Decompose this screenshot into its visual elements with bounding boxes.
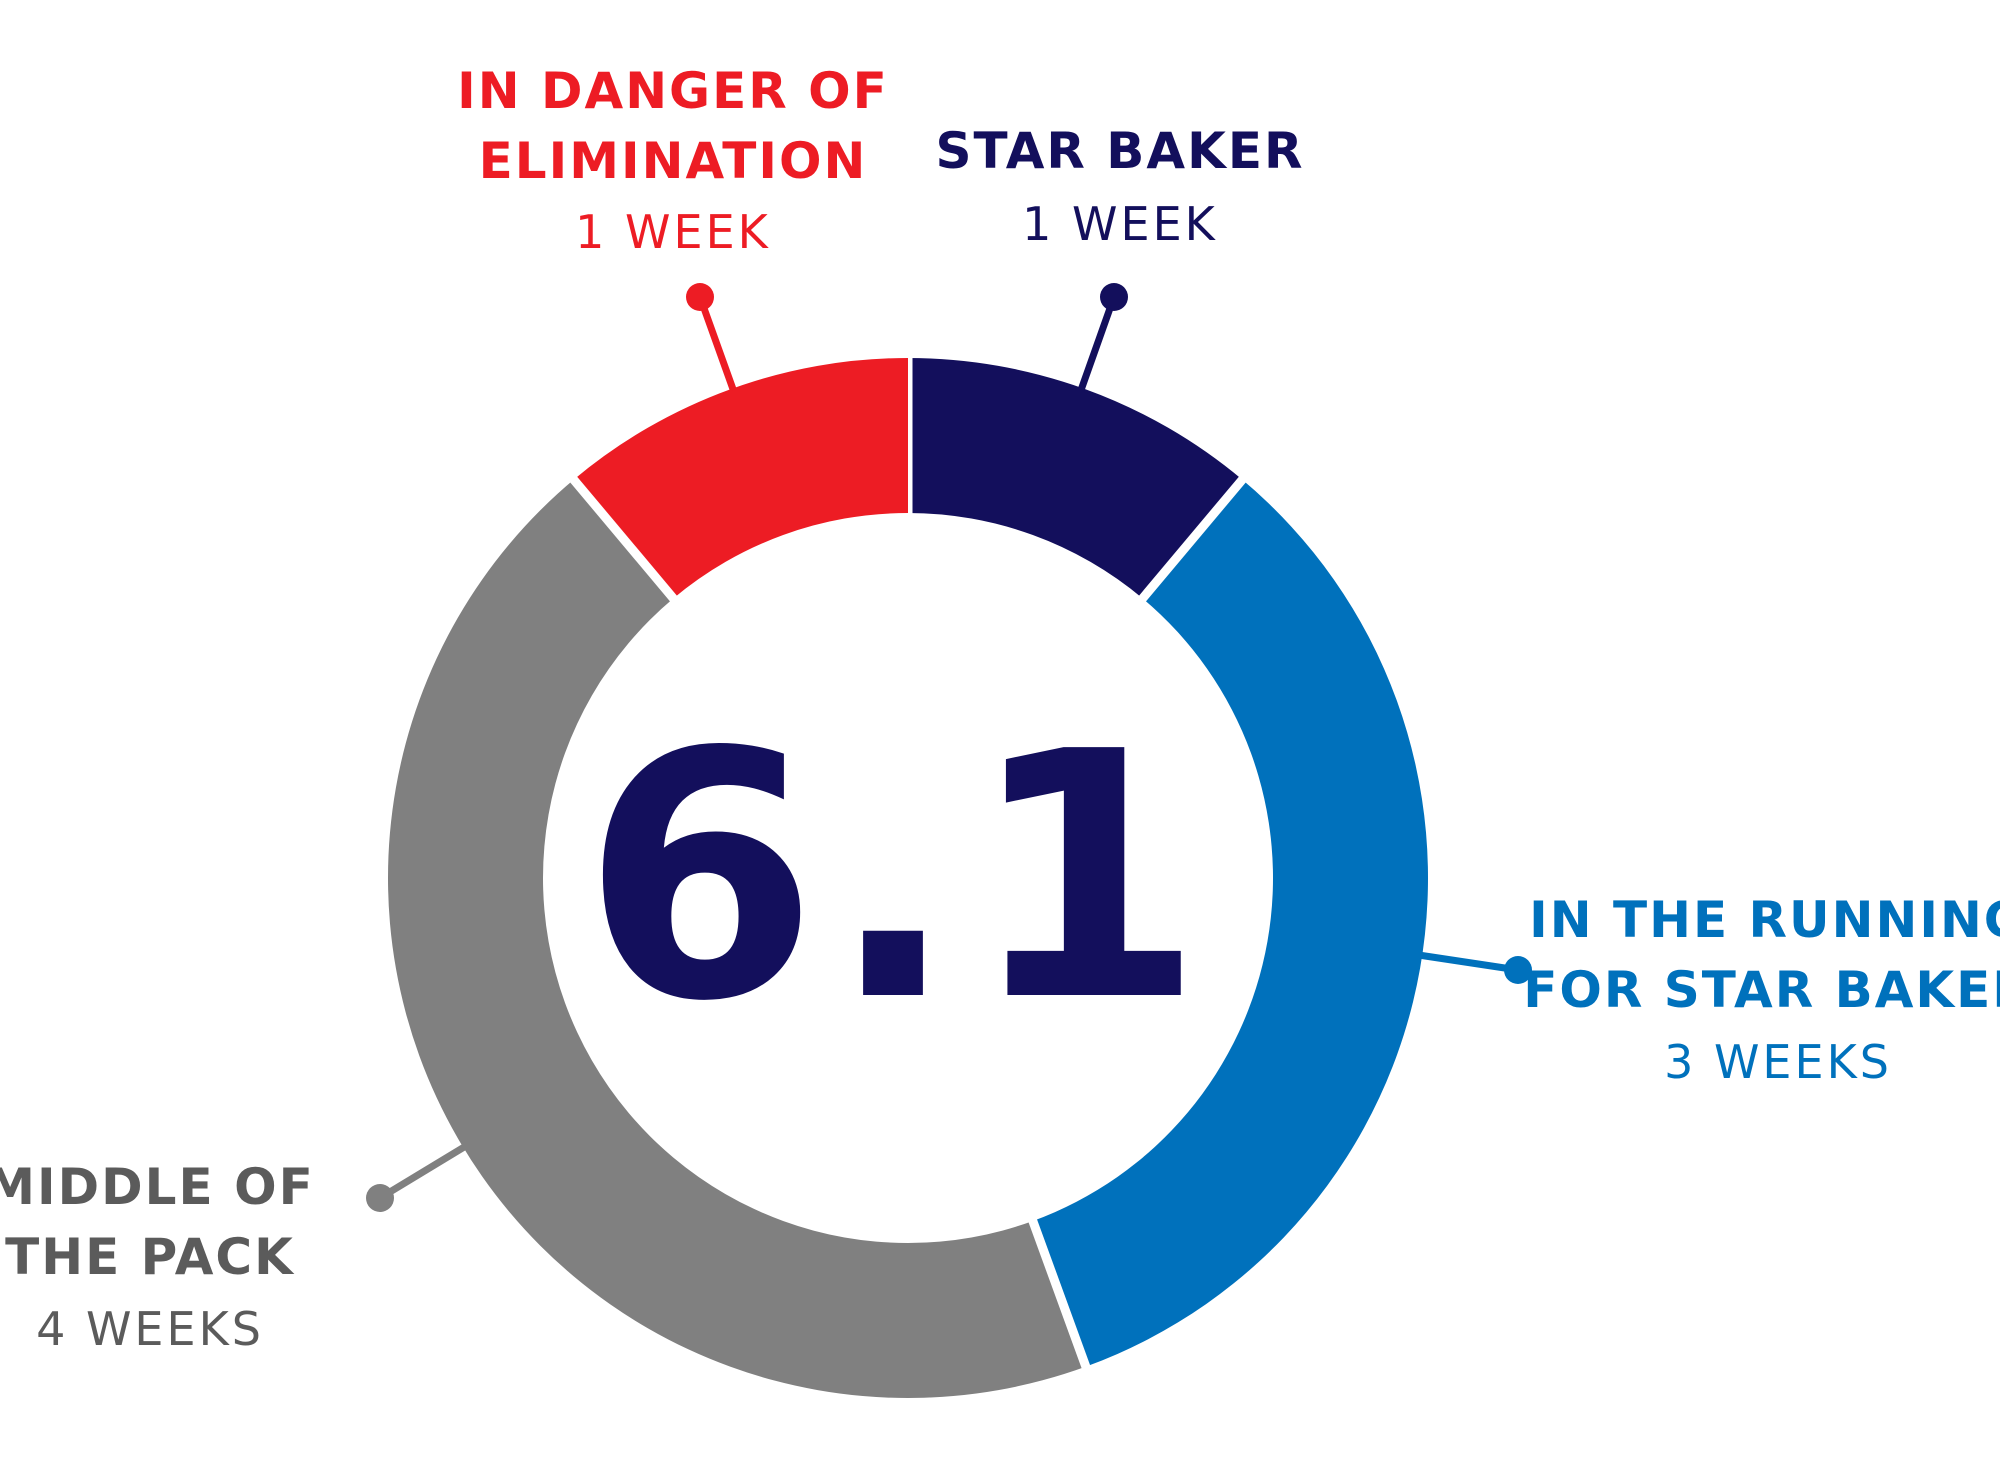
- label-star-baker-value: 1 WEEK: [1022, 197, 1218, 251]
- leader-dot-running: [1504, 956, 1532, 984]
- slice-separator: [567, 473, 680, 605]
- label-in-danger: IN DANGER OF ELIMINATION 1 WEEK: [457, 62, 889, 259]
- slice-separator: [1027, 1215, 1092, 1372]
- leader-lines: [366, 283, 1532, 1212]
- leader-middle: [378, 1143, 467, 1201]
- slice-running: [1032, 479, 1428, 1367]
- label-star-baker: STAR BAKER 1 WEEK: [935, 122, 1304, 251]
- label-in-danger-value: 1 WEEK: [575, 205, 771, 259]
- slice-danger: [573, 358, 908, 599]
- leader-running: [1419, 951, 1519, 974]
- center-value: 6.1: [582, 680, 1214, 1076]
- donut-slices: [388, 354, 1428, 1399]
- label-middle-of-the-pack: MIDDLE OF THE PACK 4 WEEKS: [0, 1158, 315, 1356]
- leader-dot-danger: [686, 283, 714, 311]
- leader-star_baker: [1077, 295, 1118, 391]
- label-in-danger-title-line2: ELIMINATION: [479, 132, 868, 190]
- label-middle-title-line2: THE PACK: [5, 1228, 295, 1286]
- slice-star_baker: [908, 358, 1243, 599]
- label-star-baker-title: STAR BAKER: [935, 122, 1304, 180]
- label-in-the-running: IN THE RUNNING FOR STAR BAKER 3 WEEKS: [1523, 891, 2000, 1089]
- label-middle-value: 4 WEEKS: [36, 1302, 264, 1356]
- leader-dot-star_baker: [1100, 283, 1128, 311]
- label-in-the-running-title-line2: FOR STAR BAKER: [1523, 961, 2000, 1019]
- slice-middle: [388, 479, 1086, 1399]
- label-middle-title-line1: MIDDLE OF: [0, 1158, 315, 1216]
- label-in-the-running-title-line1: IN THE RUNNING: [1529, 891, 2000, 949]
- slice-separator: [1136, 473, 1249, 605]
- leader-danger: [696, 295, 737, 392]
- label-in-danger-title-line1: IN DANGER OF: [457, 62, 889, 120]
- leader-dot-middle: [366, 1184, 394, 1212]
- label-in-the-running-value: 3 WEEKS: [1664, 1035, 1892, 1089]
